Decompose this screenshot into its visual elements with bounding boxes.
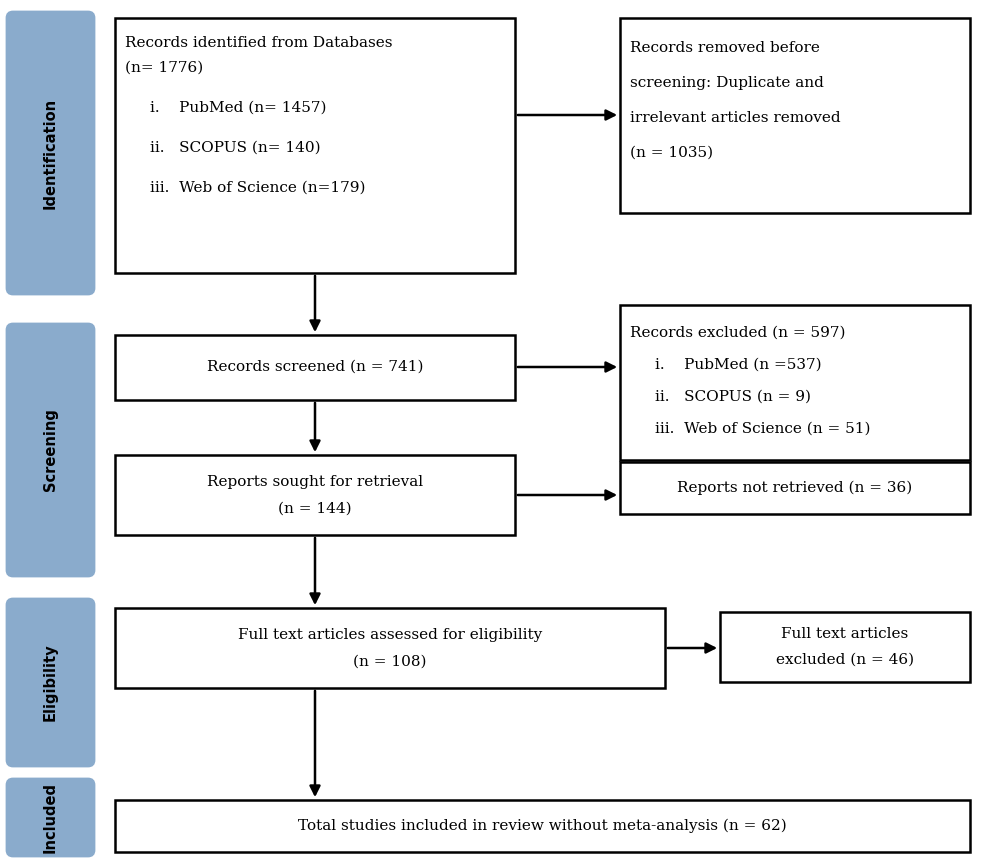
FancyBboxPatch shape: [7, 599, 94, 766]
Text: (n= 1776): (n= 1776): [125, 61, 203, 75]
Text: Eligibility: Eligibility: [43, 643, 58, 721]
Text: screening: Duplicate and: screening: Duplicate and: [630, 76, 824, 90]
Text: iii.  Web of Science (n=179): iii. Web of Science (n=179): [150, 181, 366, 195]
Text: Records removed before: Records removed before: [630, 41, 820, 55]
FancyBboxPatch shape: [7, 324, 94, 576]
Text: Full text articles: Full text articles: [781, 627, 909, 641]
Text: irrelevant articles removed: irrelevant articles removed: [630, 111, 841, 125]
Text: iii.  Web of Science (n = 51): iii. Web of Science (n = 51): [655, 422, 871, 436]
Text: Identification: Identification: [43, 97, 58, 209]
FancyBboxPatch shape: [115, 455, 515, 535]
FancyBboxPatch shape: [115, 608, 665, 688]
Text: i.    PubMed (n =537): i. PubMed (n =537): [655, 358, 821, 372]
FancyBboxPatch shape: [7, 12, 94, 294]
FancyBboxPatch shape: [620, 305, 970, 460]
FancyBboxPatch shape: [115, 800, 970, 852]
FancyBboxPatch shape: [620, 462, 970, 514]
Text: Reports sought for retrieval: Reports sought for retrieval: [207, 475, 423, 489]
FancyBboxPatch shape: [620, 18, 970, 213]
Text: Reports not retrieved (n = 36): Reports not retrieved (n = 36): [677, 481, 913, 495]
FancyBboxPatch shape: [115, 18, 515, 273]
Text: Included: Included: [43, 782, 58, 853]
Text: ii.   SCOPUS (n= 140): ii. SCOPUS (n= 140): [150, 141, 320, 155]
Text: (n = 144): (n = 144): [278, 502, 352, 516]
Text: Screening: Screening: [43, 408, 58, 492]
FancyBboxPatch shape: [115, 335, 515, 400]
Text: Records screened (n = 741): Records screened (n = 741): [207, 360, 423, 374]
Text: Records excluded (n = 597): Records excluded (n = 597): [630, 326, 846, 340]
Text: (n = 108): (n = 108): [353, 655, 427, 669]
FancyBboxPatch shape: [720, 612, 970, 682]
Text: i.    PubMed (n= 1457): i. PubMed (n= 1457): [150, 101, 326, 115]
Text: (n = 1035): (n = 1035): [630, 146, 713, 160]
Text: excluded (n = 46): excluded (n = 46): [776, 653, 914, 667]
Text: ii.   SCOPUS (n = 9): ii. SCOPUS (n = 9): [655, 390, 811, 404]
Text: Full text articles assessed for eligibility: Full text articles assessed for eligibil…: [238, 628, 542, 642]
Text: Records identified from Databases: Records identified from Databases: [125, 36, 392, 50]
FancyBboxPatch shape: [7, 779, 94, 856]
Text: Total studies included in review without meta-analysis (n = 62): Total studies included in review without…: [298, 818, 787, 833]
